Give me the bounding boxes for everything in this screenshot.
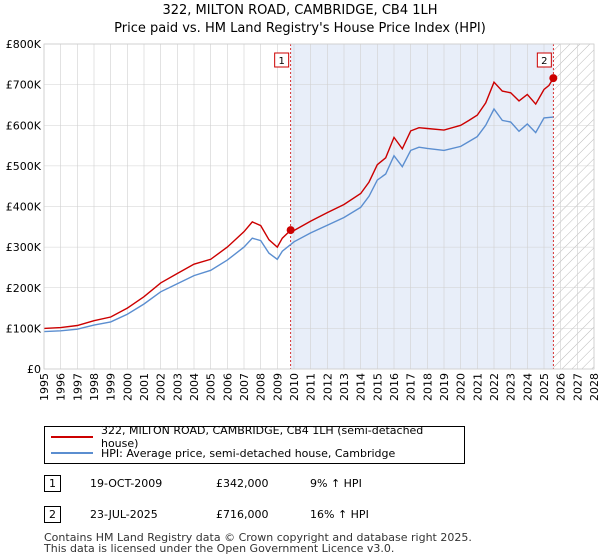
hpi-series-line: [44, 107, 554, 333]
x-tick-label: 2009: [271, 373, 284, 401]
legend-item-property: 322, MILTON ROAD, CAMBRIDGE, CB4 1LH (se…: [51, 424, 464, 450]
x-tick-label: 2023: [505, 373, 518, 401]
chart-subtitle: Price paid vs. HM Land Registry's House …: [114, 21, 486, 36]
x-tick-label: 2014: [355, 373, 368, 401]
x-tick-label: 1998: [88, 373, 101, 401]
y-tick-label: £700K: [6, 79, 42, 92]
sale-label-box: [536, 52, 552, 68]
x-tick-label: 2019: [438, 373, 451, 401]
footer-licence: This data is licensed under the Open Gov…: [44, 542, 395, 555]
x-tick-label: 2002: [155, 373, 168, 401]
x-tick-label: 2022: [488, 373, 501, 401]
x-tick-label: 2006: [221, 373, 234, 401]
footer-copyright: Contains HM Land Registry data © Crown c…: [44, 531, 472, 544]
x-tick-label: 2026: [555, 373, 568, 401]
legend-item-hpi: HPI: Average price, semi-detached house,…: [51, 446, 395, 460]
sale-label-text: 1: [278, 56, 284, 67]
y-tick-label: £800K: [6, 38, 42, 51]
transaction-number-badge: 2: [44, 506, 61, 523]
legend-hpi-swatch: [51, 452, 93, 454]
x-tick-label: 2028: [588, 373, 600, 401]
y-tick-label: £100K: [6, 322, 42, 335]
transaction-hpi-change: 9% ↑ HPI: [310, 477, 362, 490]
x-tick-label: 1997: [71, 373, 84, 401]
x-tick-label: 2020: [455, 373, 468, 401]
legend-hpi-label: HPI: Average price, semi-detached house,…: [101, 446, 396, 460]
x-tick-label: 2000: [121, 373, 134, 401]
legend-property-label: 322, MILTON ROAD, CAMBRIDGE, CB4 1LH (se…: [100, 424, 424, 450]
y-tick-label: £600K: [6, 119, 42, 132]
x-tick-label: 2021: [471, 373, 484, 401]
transaction-date: 23-JUL-2025: [90, 508, 158, 521]
x-tick-label: 2004: [188, 373, 201, 401]
transaction-date: 19-OCT-2009: [90, 477, 163, 490]
x-tick-label: 2027: [571, 373, 584, 401]
x-tick-label: 2017: [405, 373, 418, 401]
sale-point-marker: [286, 226, 295, 235]
x-tick-label: 2010: [288, 373, 301, 401]
legend: 322, MILTON ROAD, CAMBRIDGE, CB4 1LH (se…: [44, 424, 465, 464]
property-series-line: [44, 77, 554, 330]
transaction-hpi-change: 16% ↑ HPI: [310, 508, 369, 521]
x-tick-label: 2011: [305, 373, 318, 401]
y-tick-label: £300K: [6, 241, 42, 254]
transaction-price: £342,000: [216, 477, 269, 490]
x-tick-label: 2001: [138, 373, 151, 401]
sale-label-text: 2: [541, 56, 547, 67]
transaction-number-badge: 1: [44, 475, 61, 492]
chart-title: 322, MILTON ROAD, CAMBRIDGE, CB4 1LH: [162, 3, 438, 18]
transaction-price: £716,000: [216, 508, 269, 521]
x-tick-label: 2025: [538, 373, 551, 401]
legend-property-swatch: [51, 436, 93, 438]
sale-point-marker: [549, 74, 558, 83]
x-tick-label: 2007: [238, 373, 251, 401]
y-tick-label: £400K: [6, 201, 42, 214]
x-tick-label: 2024: [521, 373, 534, 401]
y-tick-label: £500K: [6, 160, 42, 173]
x-tick-label: 2012: [321, 373, 334, 401]
x-tick-label: 1999: [105, 373, 118, 401]
y-tick-label: £200K: [6, 282, 42, 295]
x-tick-label: 2015: [371, 373, 384, 401]
sale-label-box: [274, 52, 290, 68]
plot-frame: [43, 43, 595, 370]
x-tick-label: 2003: [171, 373, 184, 401]
x-tick-label: 1995: [38, 373, 51, 401]
x-tick-label: 2016: [388, 373, 401, 401]
x-tick-label: 2018: [421, 373, 434, 401]
x-tick-label: 1996: [55, 373, 68, 401]
x-tick-label: 2013: [338, 373, 351, 401]
y-tick-label: £0: [27, 363, 41, 376]
footer-attribution: Contains HM Land Registry data © Crown c…: [44, 532, 472, 554]
x-tick-label: 2008: [255, 373, 268, 401]
x-tick-label: 2005: [205, 373, 218, 401]
